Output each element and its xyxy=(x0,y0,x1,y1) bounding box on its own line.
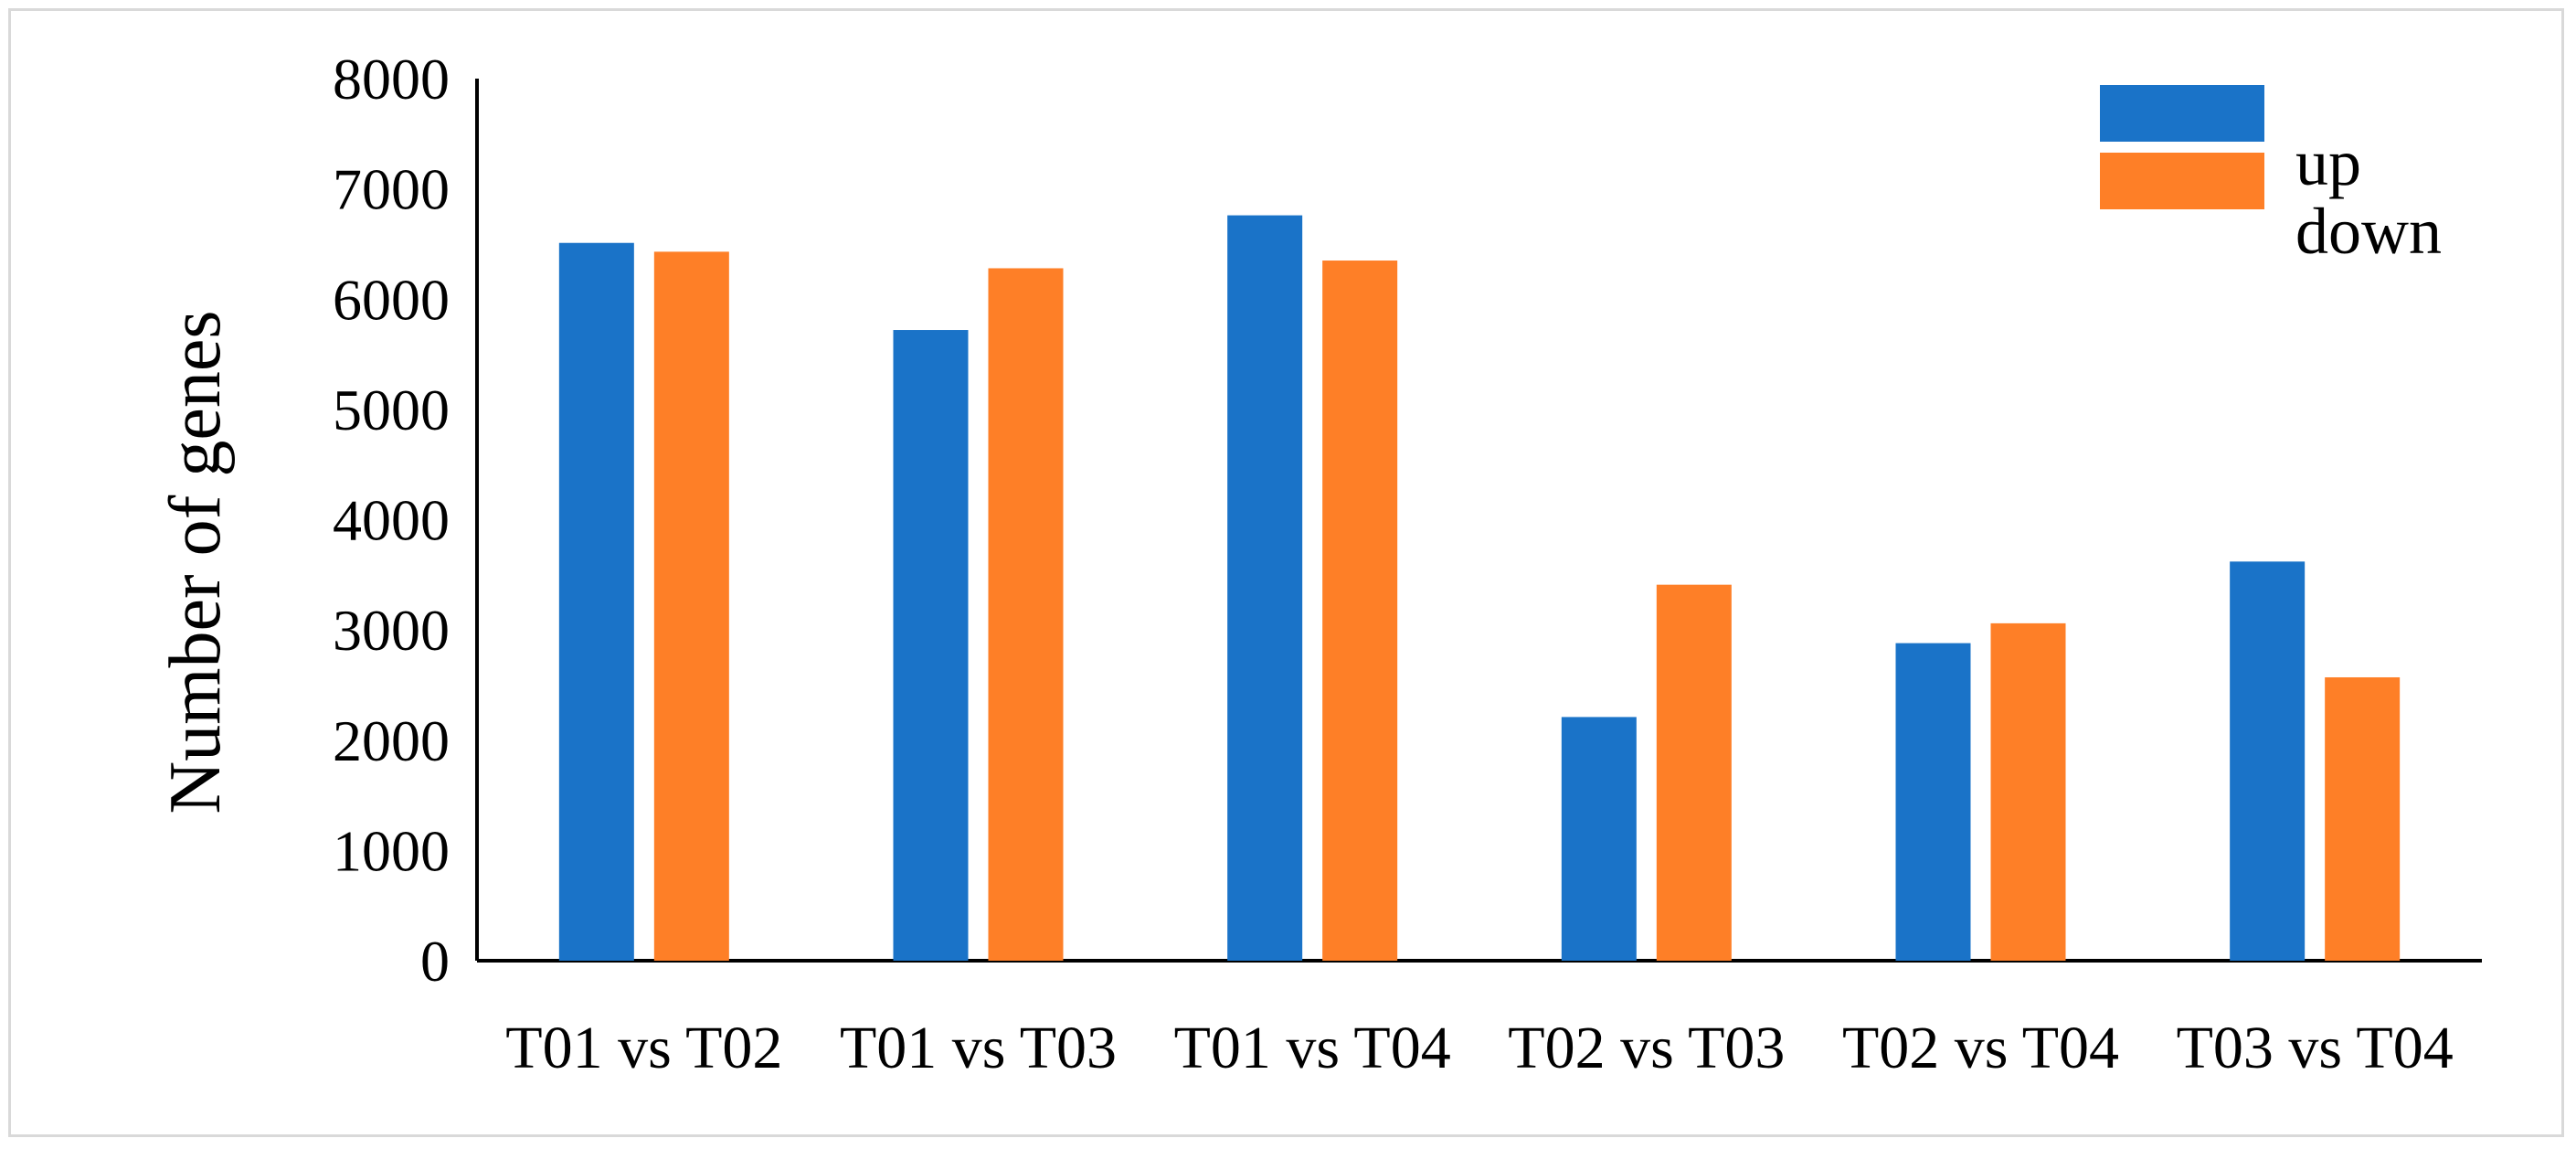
y-tick-label: 2000 xyxy=(333,708,450,773)
bar-up xyxy=(2230,561,2306,961)
y-axis-title: Number of genes xyxy=(155,311,236,814)
legend-label-up: up xyxy=(2295,126,2361,199)
legend-swatch-down xyxy=(2100,153,2264,209)
y-tick-label: 4000 xyxy=(333,488,450,553)
y-tick-label: 0 xyxy=(420,929,450,994)
bar-down xyxy=(653,251,729,962)
y-tick-label: 6000 xyxy=(333,267,450,332)
x-category-label: T01 vs T02 xyxy=(505,1015,782,1081)
bar-down xyxy=(1990,622,2066,961)
x-category-label: T02 vs T04 xyxy=(1842,1015,2119,1081)
y-tick-label: 3000 xyxy=(333,598,450,663)
bar-up xyxy=(558,242,634,961)
bar-down xyxy=(1322,261,1398,961)
x-category-label: T01 vs T03 xyxy=(840,1015,1117,1081)
bar-down xyxy=(2325,676,2401,961)
x-category-label: T02 vs T03 xyxy=(1508,1015,1785,1081)
y-tick-label: 8000 xyxy=(333,47,450,112)
bar-up xyxy=(893,330,969,961)
y-tick-label: 7000 xyxy=(333,157,450,222)
y-tick-label: 1000 xyxy=(333,818,450,883)
y-tick-label: 5000 xyxy=(333,378,450,442)
x-category-label: T01 vs T04 xyxy=(1174,1015,1451,1081)
bar-up xyxy=(1227,215,1303,961)
legend-label-down: down xyxy=(2295,195,2442,268)
legend-swatch-up xyxy=(2100,85,2264,142)
bars xyxy=(558,215,2401,962)
y-tick-labels: 0 1000 2000 3000 4000 5000 6000 7000 8000 xyxy=(333,47,450,994)
bar-down xyxy=(988,268,1064,962)
bar-up xyxy=(1561,717,1637,961)
bar-up xyxy=(1895,643,1971,961)
bar-down xyxy=(1656,584,1732,961)
category-labels: T01 vs T02 T01 vs T03 T01 vs T04 T02 vs T03… xyxy=(505,1015,2453,1081)
x-category-label: T03 vs T04 xyxy=(2177,1015,2454,1081)
